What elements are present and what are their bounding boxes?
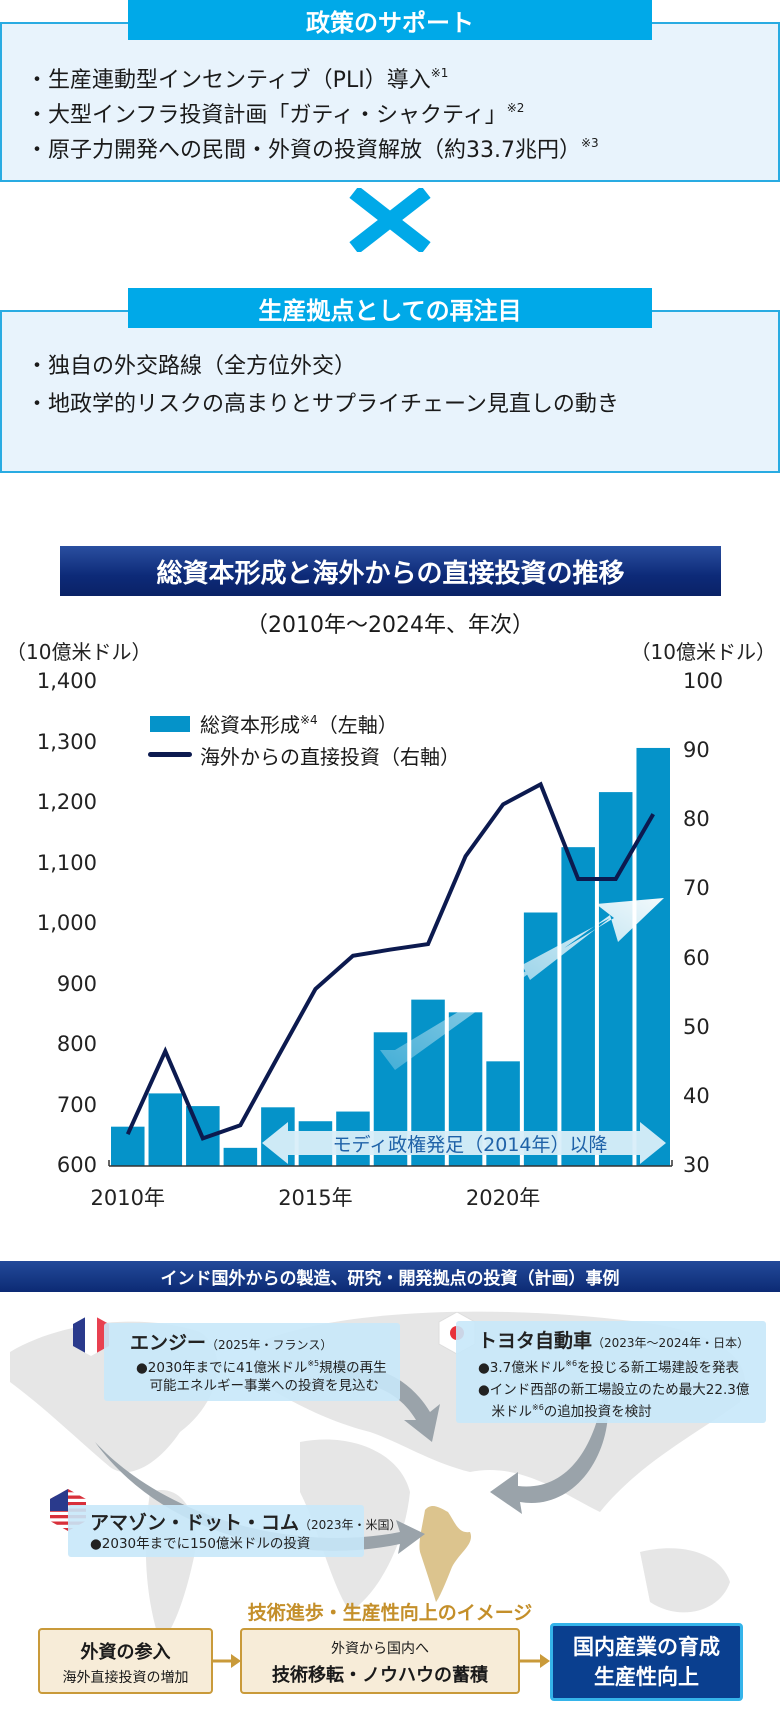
bar-2022: [561, 847, 595, 1166]
left-axis-tick-label: 1,200: [36, 790, 97, 814]
right-axis-tick-label: 50: [683, 1014, 710, 1039]
arrow-right-icon: [213, 1654, 241, 1668]
bar-2013: [223, 1147, 258, 1166]
x-axis-tick-label: 2010年: [90, 1186, 165, 1210]
left-axis-tick-label: 800: [56, 1032, 97, 1056]
right-axis-tick-label: 60: [683, 945, 710, 970]
right-axis-tick-label: 100: [683, 669, 724, 693]
amazon-card: アマゾン・ドット・コム（2023年・米国） ●2030年までに150億米ドルの投…: [68, 1505, 402, 1557]
engie-card: エンジー（2025年・フランス） ●2030年までに41億米ドル※5規模の再生 …: [104, 1323, 400, 1401]
right-axis-unit: （10億米ドル）: [630, 640, 776, 664]
production-panel: [0, 310, 780, 473]
left-axis-unit: （10億米ドル）: [6, 640, 152, 664]
policy-item: ・大型インフラ投資計画「ガティ・シャクティ」※2: [26, 101, 525, 128]
production-item: ・地政学的リスクの高まりとサプライチェーン見直しの動き: [26, 392, 619, 417]
bar-2023: [598, 792, 633, 1166]
left-axis-tick-label: 1,400: [36, 669, 97, 693]
left-axis-tick-label: 600: [56, 1153, 97, 1177]
multiply-cross-icon: [349, 188, 431, 252]
flow-step-outcome: 国内産業の育成 生産性向上: [550, 1623, 743, 1701]
production-title: 生産拠点としての再注目: [128, 288, 652, 328]
left-axis-tick-label: 1,300: [36, 729, 97, 754]
right-axis-tick-label: 90: [683, 738, 710, 763]
x-axis-tick-label: 2015年: [278, 1186, 353, 1210]
policy-title: 政策のサポート: [128, 0, 652, 40]
production-item: ・独自の外交路線（全方位外交）: [26, 354, 357, 379]
flow-step-tech-transfer: 外資から国内へ 技術移転・ノウハウの蓄積: [240, 1628, 520, 1694]
legend-bar-label: 総資本形成※4（左軸）: [200, 713, 398, 737]
left-axis-tick-label: 1,100: [36, 850, 97, 875]
left-axis-tick-label: 900: [56, 971, 97, 996]
right-axis-tick-label: 70: [683, 876, 710, 901]
flow-step-foreign-entry: 外資の参入 海外直接投資の増加: [38, 1628, 213, 1694]
modi-period-arrow: [262, 1122, 666, 1164]
left-axis-tick-label: 1,000: [36, 911, 97, 935]
legend-line-swatch: [148, 752, 192, 757]
chart-plot: [108, 747, 673, 1167]
flow-title: 技術進歩・生産性向上のイメージ: [247, 1602, 533, 1624]
right-axis-tick-label: 40: [683, 1083, 710, 1108]
right-axis-tick-label: 80: [683, 807, 710, 832]
bar-2011: [148, 1093, 183, 1166]
bar-2024: [636, 747, 670, 1166]
left-axis-tick-label: 700: [56, 1092, 97, 1117]
legend-line-label: 海外からの直接投資（右軸）: [200, 745, 460, 769]
modi-annotation: モディ政権発足（2014年）以降: [332, 1134, 608, 1156]
policy-item: ・生産連動型インセンティブ（PLI）導入※1: [26, 66, 449, 93]
x-axis-tick-label: 2020年: [465, 1186, 541, 1210]
right-axis-tick-label: 30: [683, 1153, 710, 1177]
toyota-card: トヨタ自動車（2023年～2024年・日本） ●3.7億米ドル※6を投じる新工場…: [456, 1321, 766, 1423]
legend-bar-swatch: [150, 716, 190, 732]
arrow-right-icon: [520, 1654, 550, 1668]
chart-subtitle: （2010年～2024年、年次）: [246, 613, 534, 638]
upward-trend-arrow: [380, 898, 664, 1070]
policy-item: ・原子力開発への民間・外資の投資解放（約33.7兆円）※3: [26, 136, 599, 163]
cases-title: インド国外からの製造、研究・開発拠点の投資（計画）事例: [0, 1261, 780, 1292]
chart-title: 総資本形成と海外からの直接投資の推移: [60, 546, 721, 596]
